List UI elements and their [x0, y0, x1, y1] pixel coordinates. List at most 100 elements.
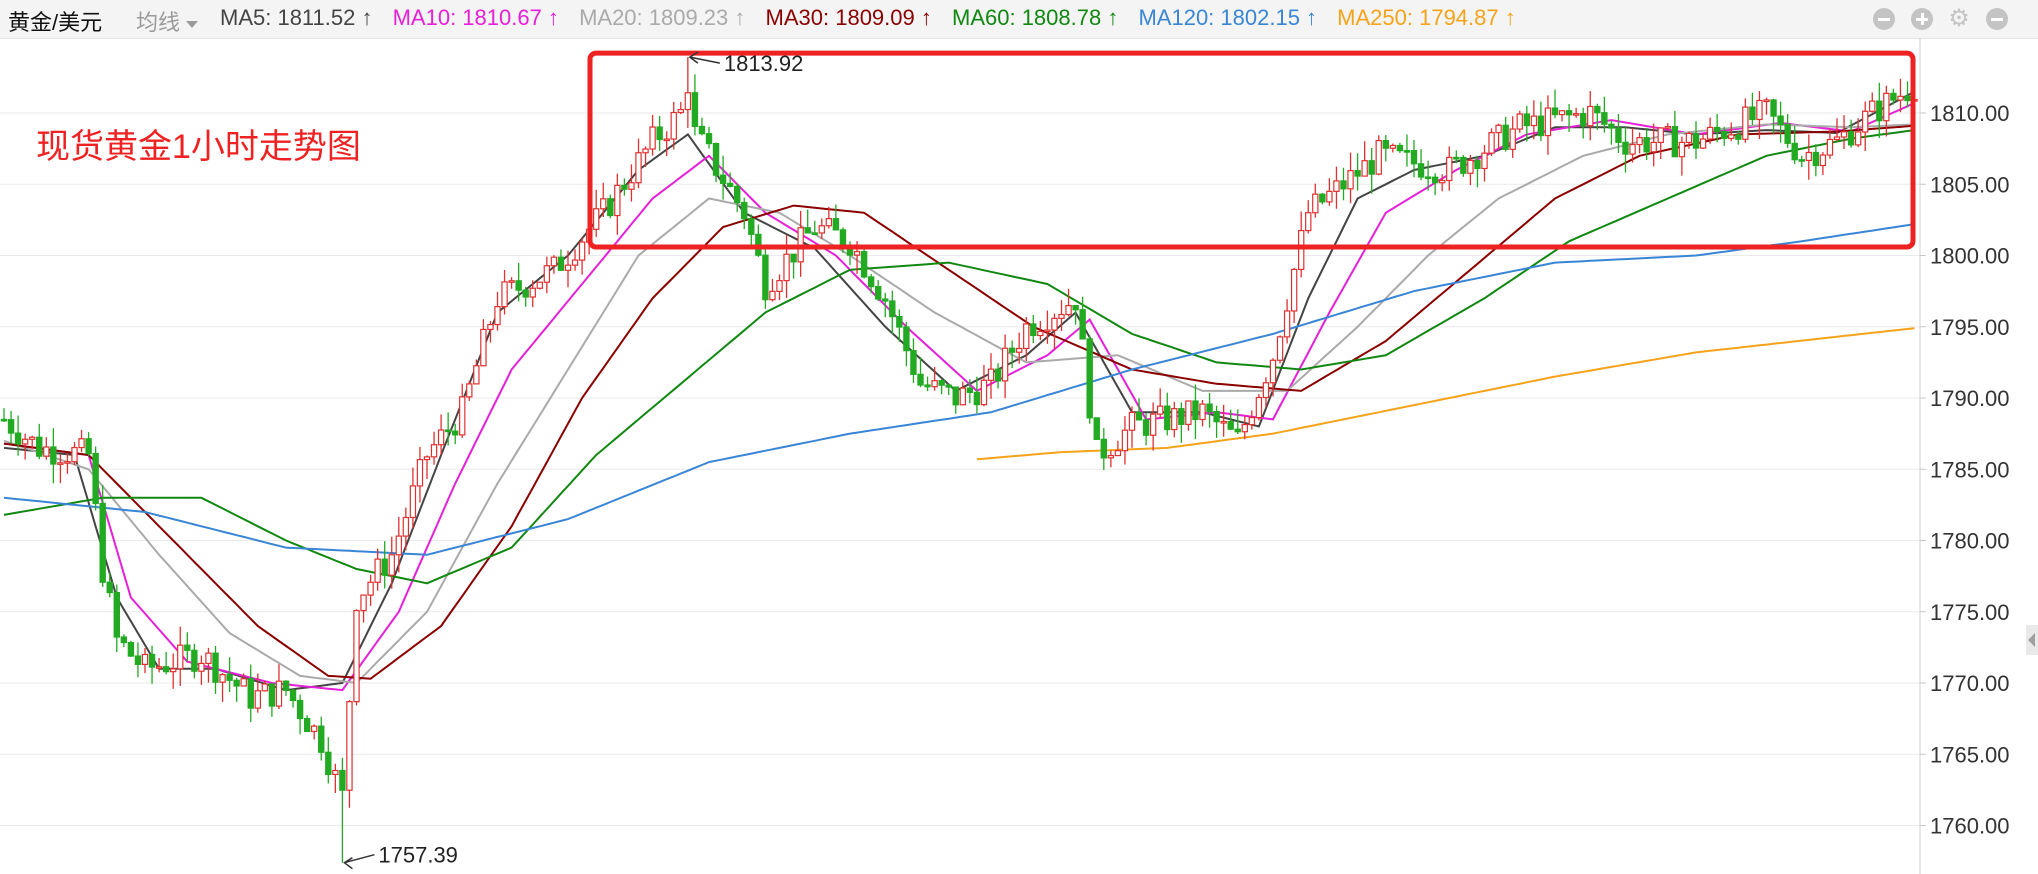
- settings-icon[interactable]: ⚙: [1948, 5, 1970, 32]
- candle: [127, 640, 135, 658]
- zoom-out-icon[interactable]: [1873, 8, 1895, 30]
- candle: [1431, 173, 1439, 196]
- candle: [522, 286, 529, 307]
- candle: [748, 214, 755, 247]
- candle: [381, 541, 388, 589]
- candle: [430, 431, 438, 465]
- candle: [1671, 110, 1679, 158]
- candle: [1572, 107, 1580, 118]
- candle: [1847, 119, 1855, 148]
- candle: [769, 279, 776, 302]
- ma30-legend: MA30: 1809.09 ↑: [765, 5, 932, 30]
- candle: [1072, 304, 1079, 325]
- candle: [1255, 394, 1263, 421]
- candle: [1234, 409, 1241, 435]
- candle: [938, 378, 945, 395]
- candle: [917, 357, 924, 388]
- candle: [980, 365, 988, 407]
- candle: [818, 218, 826, 239]
- y-tick-label: 1760.00: [1930, 814, 2010, 839]
- candle: [325, 737, 332, 784]
- ma250-legend: MA250: 1794.87 ↑: [1337, 5, 1516, 30]
- candle: [508, 277, 515, 289]
- candle: [1446, 146, 1453, 191]
- candle: [1558, 110, 1566, 122]
- candle: [7, 410, 15, 444]
- candle: [1509, 116, 1516, 158]
- candle: [247, 664, 254, 723]
- ma30-line: [3, 124, 1915, 680]
- candle: [1248, 410, 1256, 430]
- candle: [797, 210, 804, 277]
- candle: [1460, 155, 1467, 177]
- candle: [233, 677, 240, 702]
- candle: [148, 645, 156, 684]
- candle: [1784, 114, 1791, 148]
- candle: [1142, 413, 1150, 446]
- candle: [1326, 178, 1333, 206]
- candle: [1396, 142, 1404, 154]
- ma10-legend: MA10: 1810.67 ↑: [392, 5, 559, 30]
- candles: [0, 57, 1918, 863]
- collapse-arrow-icon[interactable]: [2026, 625, 2038, 655]
- ma120-line: [3, 223, 1915, 556]
- candle: [959, 381, 967, 406]
- candle: [113, 584, 120, 653]
- candle: [642, 146, 649, 167]
- candle: [1276, 335, 1284, 364]
- candle: [240, 673, 247, 687]
- candle: [1685, 131, 1693, 149]
- candle: [21, 433, 29, 460]
- candle: [1516, 110, 1523, 133]
- indicator-select[interactable]: 均线: [136, 5, 199, 37]
- candle: [910, 338, 917, 383]
- candle: [1361, 141, 1368, 177]
- candle: [360, 594, 367, 623]
- candle: [684, 57, 692, 128]
- candle: [1587, 91, 1594, 141]
- low-price-marker: 1757.39: [343, 843, 458, 870]
- candle: [557, 249, 565, 271]
- candle: [677, 101, 685, 115]
- candle: [1354, 153, 1361, 191]
- candle: [1756, 91, 1763, 139]
- candle: [1565, 103, 1573, 132]
- zoom-in-icon[interactable]: [1911, 8, 1933, 30]
- candle: [1305, 200, 1312, 234]
- candle: [1164, 392, 1171, 436]
- candle: [14, 415, 22, 456]
- candle: [85, 432, 92, 457]
- chart-header: 黄金/美元 均线 MA5: 1811.52 ↑ MA10: 1810.67 ↑ …: [0, 0, 2038, 39]
- candle: [423, 455, 431, 479]
- candle: [1636, 132, 1643, 154]
- candle: [346, 700, 353, 808]
- candle: [1114, 440, 1122, 457]
- candle: [388, 536, 395, 589]
- candle: [36, 423, 43, 460]
- candle: [1368, 147, 1375, 194]
- arrow-icon: [344, 853, 375, 864]
- candle: [755, 224, 762, 258]
- candle: [1713, 113, 1721, 143]
- candle: [1149, 402, 1157, 451]
- candle: [515, 262, 522, 302]
- candle: [1579, 107, 1587, 139]
- candle: [71, 441, 78, 466]
- candle: [1340, 167, 1347, 201]
- candle: [1100, 428, 1107, 471]
- candle: [1551, 89, 1559, 119]
- candle: [1791, 125, 1798, 165]
- high-price-label: 1813.92: [724, 51, 804, 76]
- candle: [726, 172, 734, 188]
- candle: [78, 429, 85, 453]
- candle: [1199, 399, 1206, 427]
- candle: [1058, 300, 1065, 332]
- candle: [1749, 92, 1756, 125]
- candle: [1171, 401, 1178, 438]
- candle: [367, 574, 374, 606]
- candle: [318, 716, 325, 761]
- close-icon[interactable]: [1986, 8, 2008, 30]
- ma20-line: [3, 123, 1915, 685]
- candle: [1643, 127, 1650, 160]
